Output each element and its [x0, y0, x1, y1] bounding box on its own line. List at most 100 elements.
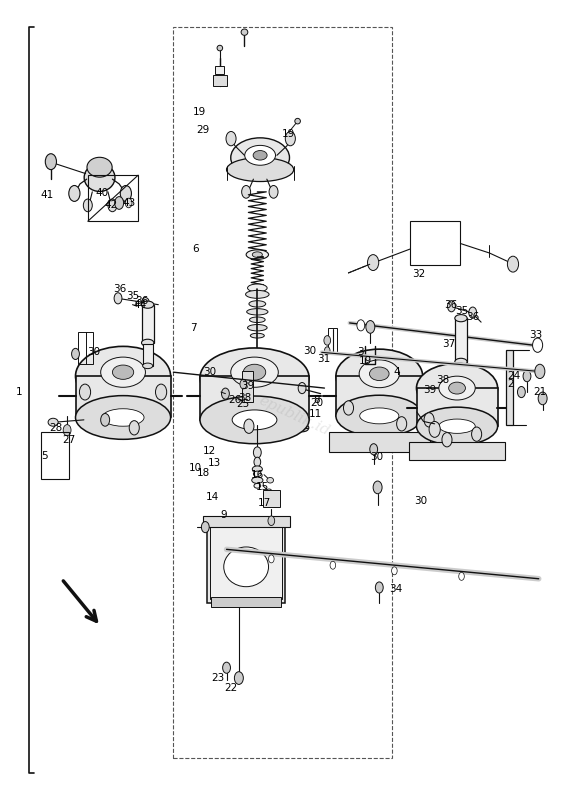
Ellipse shape: [112, 365, 134, 379]
Ellipse shape: [439, 419, 475, 434]
Circle shape: [442, 433, 452, 447]
Text: 30: 30: [88, 347, 101, 358]
Ellipse shape: [76, 396, 171, 439]
Circle shape: [268, 555, 274, 563]
Text: 9: 9: [220, 510, 227, 520]
Text: 40: 40: [96, 189, 109, 198]
Text: 36: 36: [466, 311, 479, 322]
Bar: [329, 432, 429, 452]
Ellipse shape: [224, 547, 268, 586]
Ellipse shape: [252, 477, 263, 483]
Bar: [210, 527, 282, 598]
Ellipse shape: [76, 346, 171, 406]
Text: 24: 24: [507, 371, 520, 381]
Circle shape: [254, 457, 260, 466]
Text: 44: 44: [133, 300, 146, 310]
Ellipse shape: [254, 483, 260, 488]
Text: 4: 4: [394, 367, 401, 377]
Circle shape: [518, 386, 525, 398]
Text: 26: 26: [228, 395, 242, 405]
Bar: [506, 350, 513, 426]
Ellipse shape: [249, 301, 266, 307]
Circle shape: [45, 154, 57, 170]
Ellipse shape: [247, 325, 267, 331]
Bar: [173, 26, 392, 758]
Bar: [211, 597, 281, 606]
Text: 38: 38: [238, 393, 251, 402]
Ellipse shape: [336, 349, 423, 403]
Ellipse shape: [250, 334, 264, 338]
Ellipse shape: [87, 158, 112, 177]
Text: 30: 30: [303, 346, 316, 356]
Text: 20: 20: [311, 398, 324, 408]
Text: 3: 3: [358, 347, 364, 358]
Bar: [212, 75, 227, 86]
Bar: [203, 516, 290, 527]
Circle shape: [129, 421, 140, 435]
Bar: [88, 175, 138, 222]
Bar: [142, 343, 153, 366]
Circle shape: [324, 346, 330, 354]
Text: 6: 6: [193, 244, 199, 254]
Text: 36: 36: [135, 297, 148, 306]
Bar: [41, 432, 69, 479]
Circle shape: [80, 384, 90, 400]
Text: 35: 35: [127, 291, 140, 301]
Ellipse shape: [141, 301, 154, 308]
Text: 16: 16: [251, 470, 264, 481]
Circle shape: [324, 336, 331, 345]
Ellipse shape: [439, 376, 475, 400]
Bar: [239, 370, 276, 392]
Circle shape: [368, 254, 379, 270]
Circle shape: [533, 338, 542, 352]
Ellipse shape: [295, 118, 301, 124]
Ellipse shape: [232, 410, 277, 430]
Circle shape: [120, 186, 132, 202]
Circle shape: [63, 425, 71, 436]
Ellipse shape: [456, 383, 466, 389]
Text: 19: 19: [359, 356, 372, 366]
Ellipse shape: [239, 384, 276, 400]
Ellipse shape: [250, 317, 265, 322]
Text: 21: 21: [533, 387, 546, 397]
Circle shape: [429, 422, 440, 438]
Bar: [263, 490, 280, 507]
Text: 29: 29: [197, 125, 210, 135]
Ellipse shape: [247, 284, 267, 292]
Text: 39: 39: [241, 382, 254, 391]
Text: 38: 38: [436, 375, 449, 385]
Text: 18: 18: [197, 468, 210, 478]
Circle shape: [397, 417, 407, 431]
Text: 2: 2: [507, 379, 514, 389]
Text: 34: 34: [389, 584, 403, 594]
Text: 27: 27: [62, 434, 75, 445]
Ellipse shape: [217, 46, 223, 51]
Text: 30: 30: [414, 496, 427, 506]
Circle shape: [254, 447, 261, 458]
Ellipse shape: [336, 395, 423, 437]
Circle shape: [392, 567, 397, 574]
Ellipse shape: [200, 348, 309, 407]
Bar: [410, 442, 505, 459]
Circle shape: [234, 672, 244, 685]
Ellipse shape: [416, 363, 498, 413]
Bar: [215, 66, 224, 74]
Bar: [79, 333, 93, 364]
Text: 30: 30: [203, 367, 216, 377]
Circle shape: [226, 131, 236, 146]
Bar: [328, 329, 337, 352]
Circle shape: [330, 562, 336, 570]
Text: 36: 36: [444, 300, 457, 310]
Circle shape: [507, 256, 519, 272]
Circle shape: [72, 348, 80, 359]
Text: 43: 43: [122, 198, 135, 208]
Circle shape: [108, 199, 117, 212]
Circle shape: [424, 413, 434, 427]
Text: 41: 41: [41, 190, 54, 200]
Bar: [207, 523, 285, 602]
Circle shape: [375, 582, 383, 593]
Text: epublik.id: epublik.id: [256, 394, 332, 438]
Ellipse shape: [241, 29, 248, 35]
Text: 19: 19: [193, 107, 206, 118]
Text: 39: 39: [423, 385, 436, 394]
